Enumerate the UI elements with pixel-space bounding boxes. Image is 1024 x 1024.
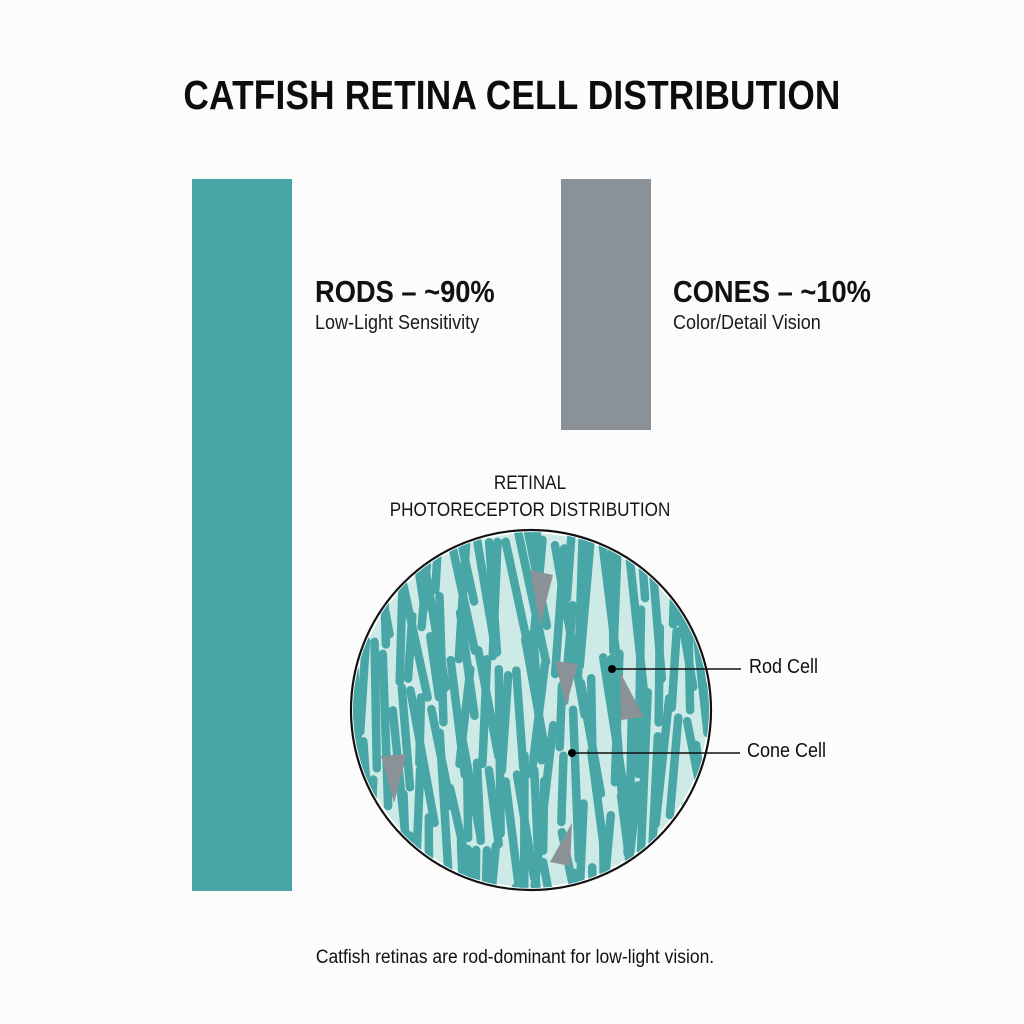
rod-cell xyxy=(395,536,409,686)
page-title: CATFISH RETINA CELL DISTRIBUTION xyxy=(183,72,841,118)
cone-cell xyxy=(381,754,407,803)
rod-cell xyxy=(703,681,709,821)
rod-cell xyxy=(636,688,652,855)
rod-cell xyxy=(409,876,424,888)
rod-cell xyxy=(353,532,360,642)
rods-stat: RODS – ~90% Low-Light Sensitivity xyxy=(315,274,519,335)
rod-cell xyxy=(426,632,444,702)
cone-cell-label: Cone Cell xyxy=(747,740,827,762)
rod-cell xyxy=(692,629,709,738)
diagram-title-line1: RETINAL xyxy=(493,473,567,494)
rod-cell-label: Rod Cell xyxy=(749,656,819,678)
rod-cell xyxy=(378,544,391,649)
rod-cell xyxy=(670,801,690,888)
cones-stat: CONES – ~10% Color/Detail Vision xyxy=(673,274,898,335)
rods-bar xyxy=(192,179,292,891)
rod-cell xyxy=(411,765,425,874)
rod-cell xyxy=(377,809,398,888)
rod-cell xyxy=(396,831,415,888)
rod-cell xyxy=(527,659,550,779)
rod-cell xyxy=(435,728,454,888)
rod-cell xyxy=(665,713,683,820)
rod-cell xyxy=(481,841,501,888)
rod-cell xyxy=(512,666,528,772)
cone-cell xyxy=(555,661,578,706)
callout-dot xyxy=(608,665,616,673)
cone-cell xyxy=(620,672,644,720)
rod-cell xyxy=(550,544,569,679)
rod-cell xyxy=(644,857,668,888)
rod-cell xyxy=(530,720,558,888)
rod-cell xyxy=(478,655,492,769)
rod-cell xyxy=(574,799,588,888)
rod-cell xyxy=(610,649,624,787)
rod-cell xyxy=(501,777,529,888)
rod-cell xyxy=(369,856,380,888)
caption: Catfish retinas are rod-dominant for low… xyxy=(315,947,715,968)
rod-cell xyxy=(663,833,676,888)
cone-cells xyxy=(381,570,644,866)
rod-cell xyxy=(397,683,415,792)
callout-dot xyxy=(568,749,576,757)
rod-cell xyxy=(479,846,492,888)
rod-cell xyxy=(403,611,417,683)
rod-cell xyxy=(370,637,382,773)
cones-subtitle: Color/Detail Vision xyxy=(673,312,821,334)
rod-cell xyxy=(455,665,475,769)
rod-cell xyxy=(454,532,472,664)
rod-cell xyxy=(609,532,623,645)
rod-cell xyxy=(415,693,426,768)
rod-cell xyxy=(575,532,597,671)
diagram-title: RETINAL PHOTORECEPTOR DISTRIBUTION xyxy=(377,470,683,524)
rod-cell xyxy=(359,544,371,634)
rod-cell xyxy=(668,532,681,629)
rod-cell xyxy=(336,666,347,782)
rod-cell xyxy=(456,836,470,888)
rod-cell xyxy=(617,781,643,888)
rod-cell xyxy=(654,623,665,727)
retina-outline xyxy=(349,528,713,892)
rod-cell xyxy=(471,845,481,888)
rod-cell xyxy=(699,537,709,684)
rod-cell xyxy=(700,820,709,888)
cone-cell xyxy=(530,570,553,626)
rod-cell xyxy=(512,532,551,667)
rod-cell xyxy=(463,844,484,888)
rod-cell xyxy=(472,758,485,845)
rod-cell xyxy=(667,818,681,888)
rod-cell xyxy=(716,610,723,722)
rod-cell xyxy=(717,524,730,597)
rods-subtitle: Low-Light Sensitivity xyxy=(315,312,480,334)
rod-cell xyxy=(462,769,473,843)
diagram-title-line2: PHOTORECEPTOR DISTRIBUTION xyxy=(389,500,671,521)
rod-cell xyxy=(634,605,646,779)
rod-cell xyxy=(344,792,346,897)
rod-cell xyxy=(355,636,371,736)
rod-cell xyxy=(586,673,597,750)
rod-cell xyxy=(435,591,448,727)
cones-heading: CONES – ~10% xyxy=(673,274,871,309)
rod-cell xyxy=(651,694,674,829)
rod-cell xyxy=(334,535,344,657)
callout-lines xyxy=(568,665,741,757)
rods-heading: RODS – ~90% xyxy=(315,274,495,309)
rod-cell xyxy=(693,535,709,626)
rod-cell xyxy=(568,705,584,864)
cone-cell xyxy=(550,823,572,866)
rod-cell xyxy=(378,649,393,811)
rod-cell xyxy=(497,671,513,775)
cones-bar xyxy=(561,179,651,430)
rod-cell xyxy=(557,751,568,827)
rod-cell xyxy=(488,537,502,661)
rod-cell xyxy=(623,859,635,888)
